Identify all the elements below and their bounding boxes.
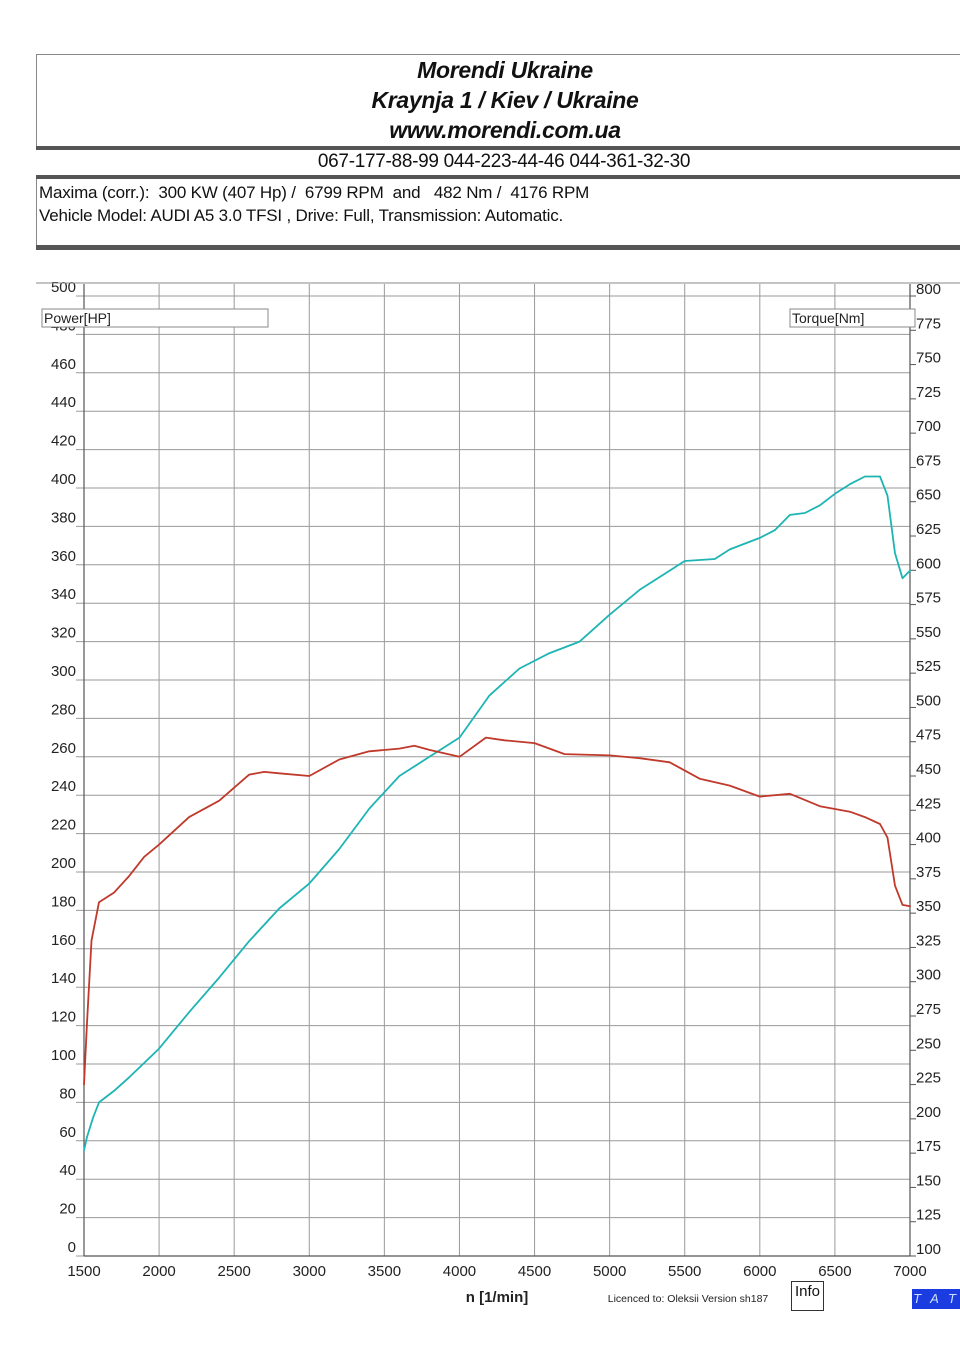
info-button[interactable]: Info (791, 1281, 824, 1311)
left-tick-label: 160 (51, 932, 76, 949)
right-tick-label: 250 (916, 1035, 941, 1052)
licence-text: Licenced to: Oleksii Version sh187 (608, 1293, 769, 1305)
x-tick-label: 4500 (518, 1263, 551, 1280)
x-tick-label: 4000 (443, 1263, 476, 1280)
right-tick-label: 375 (916, 864, 941, 881)
right-tick-label: 625 (916, 521, 941, 538)
left-tick-label: 300 (51, 663, 76, 680)
right-tick-label: 700 (916, 418, 941, 435)
power-curve (83, 475, 911, 1152)
maxima-summary: Maxima (corr.): 300 KW (407 Hp) / 6799 R… (39, 183, 590, 202)
left-tick-label: 120 (51, 1009, 76, 1026)
right-tick-label: 750 (916, 350, 941, 367)
x-tick-label: 2000 (142, 1263, 175, 1280)
right-tick-label: 475 (916, 727, 941, 744)
left-tick-label: 400 (51, 471, 76, 488)
header-divider (36, 146, 960, 150)
right-tick-label: 550 (916, 624, 941, 641)
right-tick-label: 675 (916, 452, 941, 469)
x-tick-label: 6500 (818, 1263, 851, 1280)
right-tick-label: 650 (916, 487, 941, 504)
x-tick-label: 3000 (293, 1263, 326, 1280)
x-tick-label: 2500 (217, 1263, 250, 1280)
header-title-box: Morendi Ukraine Kraynja 1 / Kiev / Ukrai… (36, 54, 960, 146)
right-tick-label: 275 (916, 1001, 941, 1018)
right-tick-label: 575 (916, 590, 941, 607)
left-tick-label: 320 (51, 625, 76, 642)
x-tick-label: 6000 (743, 1263, 776, 1280)
left-tick-label: 220 (51, 817, 76, 834)
left-tick-label: 140 (51, 970, 76, 987)
right-tick-label: 150 (916, 1172, 941, 1189)
left-tick-label: 200 (51, 855, 76, 872)
left-tick-label: 40 (59, 1162, 76, 1179)
x-tick-label: 5000 (593, 1263, 626, 1280)
left-tick-label: 80 (59, 1085, 76, 1102)
company-name: Morendi Ukraine (417, 57, 593, 83)
right-tick-label: 500 (916, 692, 941, 709)
right-tick-label: 125 (916, 1207, 941, 1224)
right-tick-label: 325 (916, 932, 941, 949)
right-tick-label: 425 (916, 795, 941, 812)
report-header: Morendi Ukraine Kraynja 1 / Kiev / Ukrai… (36, 54, 960, 250)
left-tick-label: 100 (51, 1047, 76, 1064)
x-axis-title: n [1/min] (466, 1289, 529, 1306)
left-tick-label: 20 (59, 1201, 76, 1218)
left-tick-label: 420 (51, 433, 76, 450)
left-tick-label: 240 (51, 778, 76, 795)
right-tick-label: 525 (916, 658, 941, 675)
right-tick-label: 600 (916, 555, 941, 572)
tat-badge: T A T (912, 1289, 960, 1309)
vehicle-summary: Vehicle Model: AUDI A5 3.0 TFSI , Drive:… (39, 206, 564, 225)
left-tick-label: 60 (59, 1124, 76, 1141)
right-tick-label: 400 (916, 830, 941, 847)
x-tick-label: 7000 (893, 1263, 926, 1280)
phone-numbers: 067-177-88-99 044-223-44-46 044-361-32-3… (317, 151, 691, 172)
torque-axis-label-box (789, 308, 916, 328)
left-tick-label: 500 (51, 279, 76, 296)
torque-curve (83, 736, 911, 1086)
left-tick-label: 380 (51, 509, 76, 526)
header-divider (36, 245, 960, 250)
x-tick-label: 1500 (67, 1263, 100, 1280)
left-tick-label: 280 (51, 701, 76, 718)
left-tick-label: 260 (51, 740, 76, 757)
header-divider (36, 175, 960, 179)
torque-axis-label: Torque[Nm] (792, 310, 864, 326)
right-tick-label: 100 (916, 1241, 941, 1258)
x-tick-label: 3500 (368, 1263, 401, 1280)
left-tick-label: 180 (51, 893, 76, 910)
right-tick-label: 450 (916, 761, 941, 778)
left-tick-label: 0 (68, 1239, 76, 1256)
power-axis-label-box (41, 308, 269, 328)
left-tick-label: 360 (51, 548, 76, 565)
right-tick-label: 225 (916, 1070, 941, 1087)
right-tick-label: 775 (916, 315, 941, 332)
x-tick-label: 5500 (668, 1263, 701, 1280)
company-address: Kraynja 1 / Kiev / Ukraine (371, 87, 639, 113)
right-tick-label: 725 (916, 384, 941, 401)
left-tick-label: 340 (51, 586, 76, 603)
left-tick-label: 440 (51, 394, 76, 411)
right-tick-label: 800 (916, 281, 941, 298)
right-tick-label: 200 (916, 1104, 941, 1121)
right-tick-label: 350 (916, 898, 941, 915)
right-tick-label: 175 (916, 1138, 941, 1155)
test-summary: Maxima (corr.): 300 KW (407 Hp) / 6799 R… (36, 179, 960, 245)
company-website: www.morendi.com.ua (389, 117, 621, 143)
power-axis-label: Power[HP] (44, 310, 111, 326)
left-tick-label: 460 (51, 356, 76, 373)
right-tick-label: 300 (916, 967, 941, 984)
